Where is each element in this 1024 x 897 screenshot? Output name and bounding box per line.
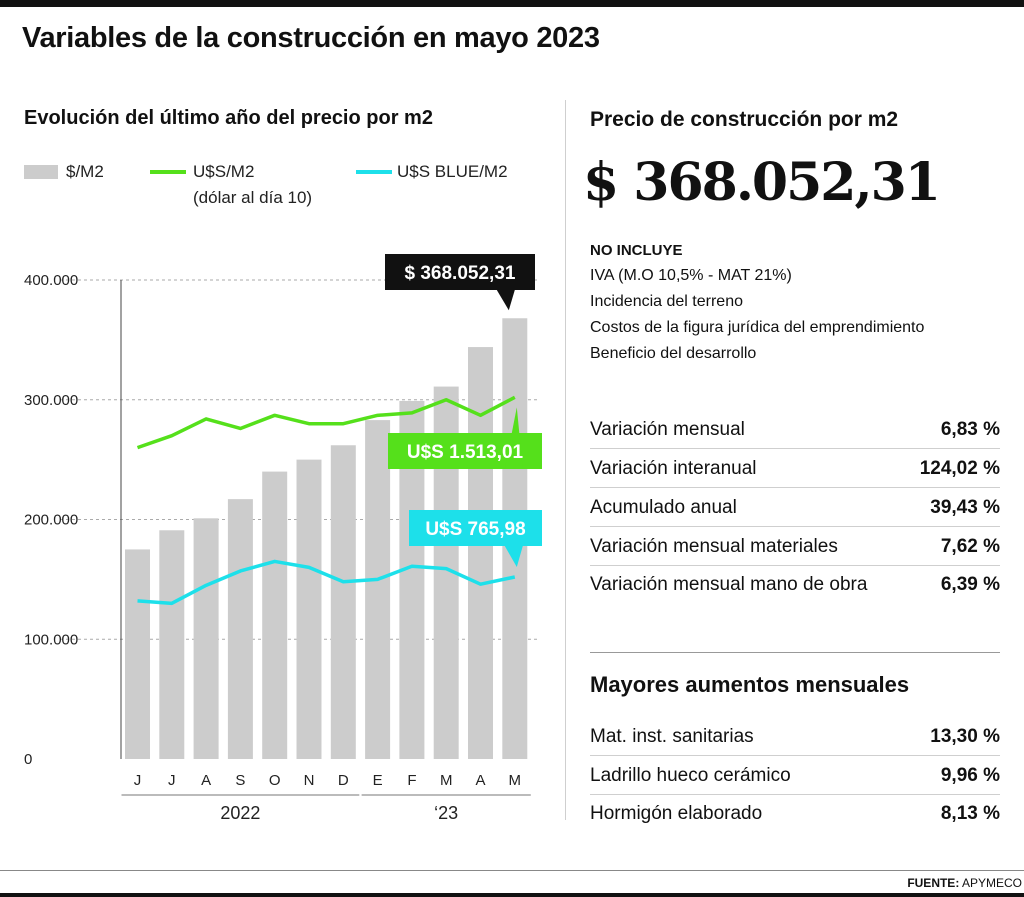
blue-series-line bbox=[137, 559, 516, 606]
variation-value: 7,62 % bbox=[940, 536, 1000, 557]
excludes-list: IVA (M.O 10,5% - MAT 21%) Incidencia del… bbox=[590, 263, 924, 367]
legend-swatch-blue bbox=[356, 170, 392, 174]
excludes-item: Beneficio del desarrollo bbox=[590, 345, 757, 362]
y-tick-label: 0 bbox=[24, 751, 32, 768]
source-label: FUENTE: bbox=[907, 876, 960, 890]
variation-label: Variación mensual bbox=[590, 419, 745, 440]
variation-label: Variación interanual bbox=[590, 458, 757, 479]
vertical-divider bbox=[565, 100, 566, 820]
increase-label: Hormigón elaborado bbox=[590, 803, 763, 824]
excludes-heading: NO INCLUYE bbox=[590, 242, 683, 259]
x-tick-label: D bbox=[338, 772, 349, 789]
bar bbox=[125, 549, 150, 759]
variation-label: Variación mensual mano de obra bbox=[590, 574, 868, 595]
x-tick-label: S bbox=[235, 772, 245, 789]
page-title: Variables de la construcción en mayo 202… bbox=[22, 22, 600, 54]
callout-price-box bbox=[385, 254, 535, 290]
legend-swatch-bar bbox=[24, 165, 58, 179]
y-tick-label: 100.000 bbox=[24, 631, 78, 648]
x-tick-label: M bbox=[440, 772, 453, 789]
bar bbox=[296, 459, 322, 759]
callout-blue-text: U$S 765,98 bbox=[425, 519, 525, 540]
x-tick-label: N bbox=[304, 772, 315, 789]
increases-title: Mayores aumentos mensuales bbox=[590, 672, 910, 697]
callout-price-text: $ 368.052,31 bbox=[405, 263, 516, 284]
bar bbox=[193, 518, 219, 759]
variation-row: Variación mensual mano de obra 6,39 % bbox=[590, 565, 1000, 603]
callout-blue-pointer bbox=[504, 546, 523, 567]
year-label: 2022 bbox=[220, 803, 260, 823]
increase-row: Ladrillo hueco cerámico 9,96 % bbox=[590, 756, 1000, 795]
price-title: Precio de construcción por m2 bbox=[590, 108, 899, 131]
bottom-bar bbox=[0, 893, 1024, 897]
bar bbox=[227, 499, 253, 759]
x-tick-label: E bbox=[373, 772, 383, 789]
variation-row: Variación interanual 124,02 % bbox=[590, 449, 1000, 488]
source-value: APYMECO bbox=[961, 876, 1022, 890]
increase-row: Mat. inst. sanitarias 13,30 % bbox=[590, 717, 1000, 756]
increase-value: 8,13 % bbox=[940, 803, 1000, 824]
x-tick-label: F bbox=[407, 772, 416, 789]
bar bbox=[262, 471, 288, 759]
legend-swatch-usd bbox=[150, 170, 186, 174]
variation-row: Variación mensual materiales 7,62 % bbox=[590, 527, 1000, 566]
x-tick-label: J bbox=[168, 772, 176, 789]
usd-series-line bbox=[136, 395, 516, 450]
excludes-item: IVA (M.O 10,5% - MAT 21%) bbox=[590, 267, 792, 284]
y-tick-label: 200.000 bbox=[24, 512, 78, 529]
increase-value: 9,96 % bbox=[940, 765, 1000, 786]
y-tick-label: 300.000 bbox=[24, 392, 78, 409]
x-tick-label: A bbox=[201, 772, 211, 789]
legend-label-usd: U$S/M2 bbox=[193, 162, 255, 181]
callout-blue-box bbox=[409, 510, 542, 546]
bar bbox=[159, 530, 185, 759]
top-rule bbox=[0, 0, 1024, 7]
bottom-rule bbox=[0, 870, 1024, 871]
variation-value: 6,83 % bbox=[940, 419, 1000, 440]
section-rule bbox=[590, 652, 1000, 653]
y-tick-label: 400.000 bbox=[24, 272, 78, 289]
legend-note-usd: (dólar al día 10) bbox=[193, 188, 313, 207]
variation-value: 124,02 % bbox=[919, 458, 1000, 479]
increase-label: Ladrillo hueco cerámico bbox=[590, 765, 791, 786]
callout-usd-pointer bbox=[504, 407, 523, 469]
variation-value: 39,43 % bbox=[930, 497, 1000, 518]
x-tick-label: O bbox=[269, 772, 281, 789]
increase-label: Mat. inst. sanitarias bbox=[590, 726, 754, 747]
bar bbox=[330, 445, 356, 759]
increase-value: 13,30 % bbox=[930, 726, 1000, 747]
variation-value: 6,39 % bbox=[940, 574, 1000, 595]
legend-label-blue: U$S BLUE/M2 bbox=[397, 162, 508, 181]
source-credit: FUENTE: APYMECO bbox=[907, 876, 1022, 890]
chart-title: Evolución del último año del precio por … bbox=[24, 107, 433, 129]
price-value: $ 368.052,31 bbox=[583, 152, 941, 213]
variation-row: Variación mensual 6,83 % bbox=[590, 410, 1000, 449]
x-tick-label: M bbox=[509, 772, 522, 789]
legend-label-bar: $/M2 bbox=[66, 162, 104, 181]
callout-price-pointer bbox=[496, 290, 515, 311]
variation-label: Acumulado anual bbox=[590, 497, 737, 518]
x-tick-label: J bbox=[134, 772, 142, 789]
variation-row: Acumulado anual 39,43 % bbox=[590, 488, 1000, 527]
callout-usd-text: U$S 1.513,01 bbox=[407, 442, 524, 463]
price-chart: 0 100.000 200.000 300.000 400.000 J J A S O N D E F M A… bbox=[24, 254, 542, 823]
bar bbox=[365, 420, 391, 759]
year-label: ‘23 bbox=[434, 803, 458, 823]
x-tick-label: A bbox=[475, 772, 485, 789]
excludes-item: Incidencia del terreno bbox=[590, 293, 743, 310]
variation-label: Variación mensual materiales bbox=[590, 536, 838, 557]
excludes-item: Costos de la figura jurídica del emprend… bbox=[590, 319, 925, 336]
increase-row: Hormigón elaborado 8,13 % bbox=[590, 794, 1000, 832]
